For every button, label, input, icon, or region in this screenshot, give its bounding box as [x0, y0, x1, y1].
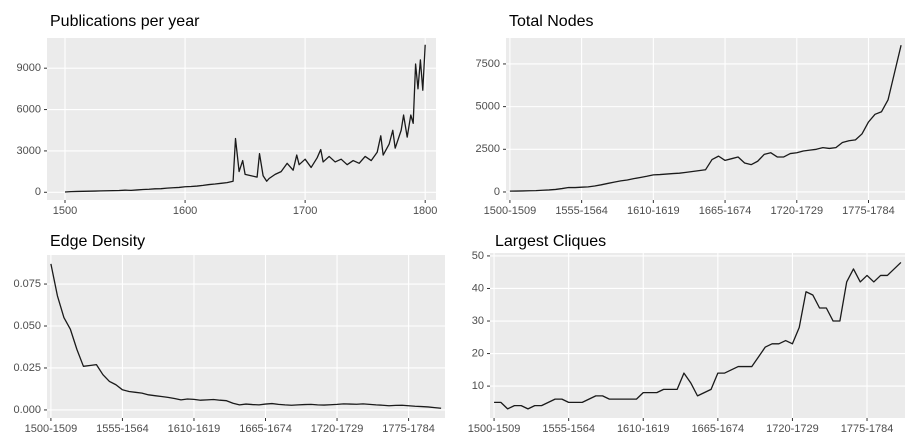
x-tick-label: 1720-1729: [770, 205, 823, 217]
x-tick-label: 1720-1729: [766, 423, 819, 435]
y-tick-label: 0.050: [13, 320, 41, 332]
chart-title: Publications per year: [50, 13, 200, 30]
x-tick-label: 1555-1564: [96, 423, 149, 435]
y-tick-label: 7500: [476, 58, 500, 70]
x-tick-label: 1775-1784: [382, 423, 435, 435]
y-tick-label: 9000: [17, 62, 41, 74]
y-tick-label: 0: [35, 186, 41, 198]
panel-background: [47, 38, 436, 200]
panel-background: [506, 38, 905, 200]
y-tick-label: 6000: [17, 103, 41, 115]
x-tick-label: 1500-1509: [468, 423, 521, 435]
y-tick-label: 40: [472, 282, 484, 294]
x-tick-label: 1600: [173, 205, 197, 217]
data-line: [509, 45, 902, 192]
chart-title: Largest Cliques: [495, 233, 606, 250]
x-tick-label: 1775-1784: [841, 423, 894, 435]
x-tick-label: 1665-1674: [239, 423, 292, 435]
x-tick-label: 1775-1784: [842, 205, 895, 217]
y-tick-label: 30: [472, 315, 484, 327]
x-tick-label: 1500-1509: [25, 423, 78, 435]
x-tick-label: 1500: [53, 205, 77, 217]
y-tick-label: 20: [472, 347, 484, 359]
x-tick-label: 1665-1674: [692, 423, 745, 435]
data-line: [494, 261, 902, 410]
x-tick-label: 1665-1674: [699, 205, 752, 217]
x-tick-label: 1610-1619: [627, 205, 680, 217]
y-tick-label: 0.025: [13, 362, 41, 374]
y-tick-label: 3000: [17, 145, 41, 157]
x-tick-label: 1500-1509: [484, 205, 537, 217]
y-tick-label: 10: [472, 380, 484, 392]
x-tick-label: 1610-1619: [617, 423, 670, 435]
x-tick-label: 1800: [413, 205, 437, 217]
y-tick-label: 0.000: [13, 404, 41, 416]
data-line: [50, 263, 442, 409]
y-tick-label: 50: [472, 250, 484, 262]
chart-title: Edge Density: [50, 233, 145, 250]
panel-background: [47, 255, 445, 418]
x-tick-label: 1700: [293, 205, 317, 217]
x-tick-label: 1555-1564: [555, 205, 608, 217]
chart-title: Total Nodes: [509, 13, 594, 30]
y-tick-label: 2500: [476, 143, 500, 155]
panel-background: [490, 253, 905, 418]
x-tick-label: 1720-1729: [311, 423, 364, 435]
y-tick-label: 0: [494, 186, 500, 198]
x-tick-label: 1555-1564: [542, 423, 595, 435]
y-tick-label: 0.075: [13, 278, 41, 290]
data-line: [64, 44, 426, 193]
x-tick-label: 1610-1619: [168, 423, 221, 435]
y-tick-label: 5000: [476, 101, 500, 113]
